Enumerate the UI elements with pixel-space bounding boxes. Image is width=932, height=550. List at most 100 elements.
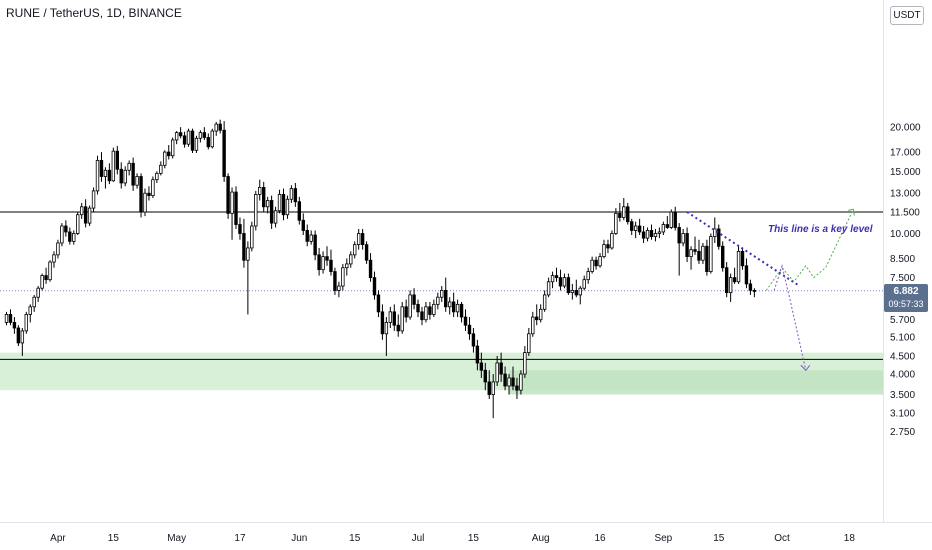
candle	[95, 155, 100, 195]
candle	[641, 225, 646, 243]
x-tick-label: Apr	[50, 533, 66, 544]
candle	[479, 352, 484, 378]
candle	[392, 304, 396, 331]
candle-body	[463, 316, 468, 326]
candle-body	[602, 244, 606, 258]
candle	[83, 199, 88, 228]
candle-body	[349, 254, 353, 265]
candle-body	[637, 225, 642, 233]
candle	[455, 299, 460, 318]
candle	[558, 269, 563, 291]
time-axis[interactable]: Apr 15 May 17 Jun 15 Jul 15 Aug 16 Sep 15 Oct 18	[50, 533, 855, 544]
candle	[440, 286, 444, 302]
candle	[317, 247, 321, 276]
candle-body	[178, 132, 183, 137]
candle-body	[507, 377, 511, 387]
candle-body	[337, 285, 341, 291]
candle	[353, 241, 357, 259]
candle	[721, 241, 725, 272]
candle	[186, 128, 191, 147]
candle	[91, 187, 96, 213]
candle-body	[436, 296, 440, 305]
candle-body	[182, 135, 187, 145]
candle	[444, 277, 448, 312]
candle	[693, 236, 697, 255]
candle-body	[447, 301, 452, 308]
candle-body	[444, 290, 448, 308]
candle-body	[341, 267, 345, 287]
candle	[28, 304, 32, 323]
candle	[44, 267, 48, 284]
candle-body	[44, 275, 48, 281]
candle	[325, 246, 329, 266]
candle-body	[693, 249, 697, 252]
price-axis[interactable]: 20.000 17.000 15.000 13.000 11.500 10.000 8.50…	[890, 123, 921, 438]
y-tick-label: 5.100	[890, 332, 915, 343]
candle-body	[32, 296, 36, 308]
candle	[637, 218, 642, 236]
candle-body	[495, 362, 499, 383]
candle	[594, 256, 598, 270]
candle	[578, 286, 582, 305]
candle	[329, 249, 333, 276]
candle-body	[214, 123, 218, 132]
candle-body	[76, 214, 80, 234]
candle-body	[309, 234, 313, 242]
candle	[475, 339, 480, 371]
candle	[119, 162, 123, 189]
candle-body	[376, 294, 381, 313]
candle	[178, 127, 183, 139]
candle-body	[570, 290, 575, 294]
candle-body	[420, 311, 424, 321]
candle-body	[285, 198, 290, 216]
x-tick-label: 15	[713, 533, 725, 544]
candle-body	[728, 277, 733, 294]
candle-body	[194, 137, 199, 151]
candle-body	[717, 228, 721, 247]
y-tick-label: 20.000	[890, 123, 921, 134]
bullish-projection-path	[765, 209, 854, 291]
candle	[218, 119, 222, 134]
candle	[214, 121, 218, 136]
current-price: 6.882	[893, 286, 919, 297]
candle	[535, 304, 539, 326]
candle	[554, 267, 559, 282]
candle-body	[273, 210, 278, 224]
candle-body	[72, 233, 76, 242]
candle-body	[705, 245, 709, 272]
candle	[669, 209, 673, 229]
candle	[345, 258, 349, 276]
candle	[269, 195, 274, 229]
candle-body	[139, 176, 143, 213]
candle	[487, 370, 491, 399]
candle	[717, 224, 721, 250]
candle	[313, 230, 317, 261]
candle	[360, 228, 365, 250]
candle-body	[333, 271, 337, 291]
candle-body	[269, 200, 274, 224]
candle-body	[198, 132, 203, 139]
candle	[238, 217, 242, 240]
candle-body	[4, 314, 9, 323]
plot-background	[0, 0, 883, 522]
candle-body	[633, 225, 638, 231]
bearish-projection-arrowhead	[800, 364, 811, 372]
candle	[222, 121, 226, 182]
candle	[436, 292, 440, 310]
candle-body	[459, 303, 464, 318]
currency-button[interactable]: USDT	[890, 6, 924, 25]
x-tick-label: 15	[108, 533, 120, 544]
bearish-projection-path	[773, 263, 807, 371]
candle	[234, 186, 238, 229]
candle-body	[8, 314, 13, 323]
candle-body	[451, 301, 456, 313]
candle-body	[562, 277, 567, 287]
candle-body	[262, 187, 266, 208]
candle	[210, 128, 214, 149]
candle	[226, 173, 230, 219]
candle-body	[432, 303, 436, 315]
candle-body	[123, 169, 127, 184]
candle-body	[412, 294, 416, 305]
candle	[321, 251, 325, 274]
candle	[384, 317, 389, 356]
